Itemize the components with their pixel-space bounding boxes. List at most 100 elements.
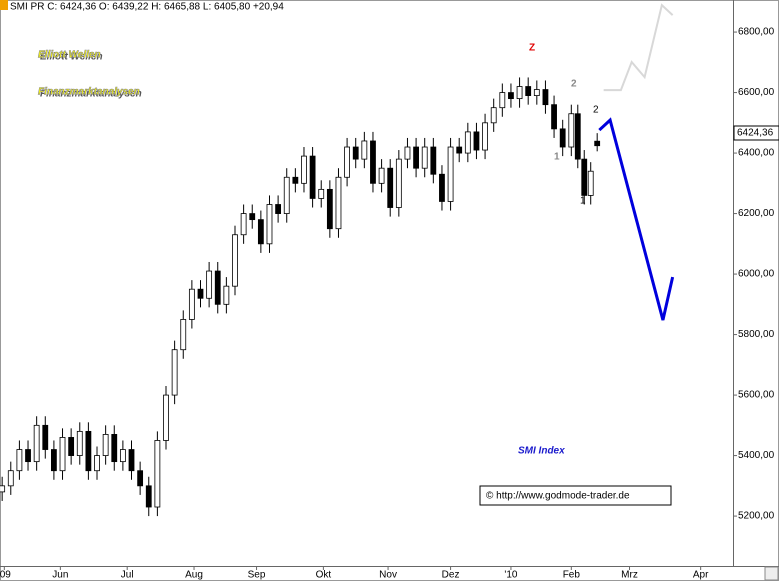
candle-body [214, 270, 221, 305]
candle-body [508, 92, 514, 100]
wave-label: Z [529, 43, 535, 54]
candle-body [292, 176, 299, 184]
title: Finanzmarktanalysen [38, 87, 140, 98]
title-shadow: Elliott Wellen [40, 52, 103, 63]
candle-body [50, 449, 57, 472]
candle-body [275, 204, 282, 214]
wave-label: 2 [593, 105, 599, 116]
candle-body [240, 213, 247, 236]
candle-body [335, 176, 342, 230]
candle-body [171, 349, 178, 396]
candle-body [464, 131, 471, 154]
candle-body [559, 128, 566, 148]
candle-body [309, 155, 316, 199]
candle-body [85, 430, 92, 472]
candle-body [188, 288, 195, 320]
y-tick-label: 6400,00 [738, 148, 775, 159]
candle-body [499, 92, 506, 109]
candle-body [206, 270, 213, 299]
candle-body [542, 89, 549, 106]
candle-body [102, 434, 109, 456]
candle-body [119, 449, 126, 463]
x-tick-label: Dez [442, 570, 460, 581]
wave-label: 2 [571, 79, 577, 90]
candle-body [525, 86, 532, 96]
candle-body [128, 449, 135, 472]
last-price: 6424,36 [737, 128, 774, 139]
header: SMI PR C: 6424,36 O: 6439,22 H: 6465,88 … [10, 2, 284, 13]
candle-body [7, 470, 14, 487]
candle-body [574, 113, 581, 160]
candle-body [378, 167, 385, 184]
x-tick-label: Jul [121, 570, 134, 581]
candle-body [42, 424, 49, 450]
y-tick-label: 5800,00 [738, 329, 775, 340]
title: Elliott Wellen [38, 50, 101, 61]
candle-body [370, 140, 376, 184]
candle-body [439, 173, 445, 202]
y-tick-label: 6600,00 [738, 87, 775, 98]
candle-body [568, 113, 575, 148]
candle-body [581, 158, 588, 196]
y-tick-label: 5600,00 [738, 390, 775, 401]
candle-body [154, 440, 161, 508]
candle-body [283, 176, 290, 214]
candle-body [482, 122, 488, 151]
candle-body [361, 140, 368, 160]
x-tick-label: '09 [0, 570, 11, 581]
candle-body [223, 285, 230, 305]
x-tick-label: Okt [316, 570, 332, 581]
candle-body [404, 146, 411, 160]
corner-button[interactable] [764, 566, 779, 581]
candle-body [76, 430, 83, 456]
candle-body [447, 146, 454, 202]
y-tick-label: 6200,00 [738, 208, 775, 219]
projection-line [603, 3, 674, 92]
candle-body [430, 146, 437, 175]
candle-body [163, 394, 169, 441]
candle-body [266, 204, 273, 245]
candle-body [111, 434, 118, 463]
candle-body [387, 167, 394, 208]
x-tick-label: Nov [379, 570, 397, 581]
candle-body [33, 424, 40, 463]
source-box [479, 485, 672, 506]
source: © http://www.godmode-trader.de [486, 491, 630, 502]
candle-body [301, 155, 307, 184]
candle-body [395, 158, 402, 208]
candle-body [94, 455, 100, 472]
candle-body [318, 188, 325, 199]
x-tick-label: Aug [185, 570, 203, 581]
x-tick-label: Feb [563, 570, 581, 581]
candle-body [59, 437, 66, 472]
x-tick-label: Mrz [621, 570, 638, 581]
header-icon [0, 0, 8, 10]
candle-body [490, 107, 497, 124]
index-label: SMI Index [518, 446, 565, 457]
x-tick-label: Jun [52, 570, 68, 581]
candle-body [68, 437, 75, 456]
candle-body [456, 146, 463, 154]
y-tick-label: 6000,00 [738, 269, 775, 280]
projection-line [598, 117, 675, 321]
candle-body [197, 288, 204, 299]
candle-body [533, 89, 540, 96]
candle-body [352, 146, 359, 160]
title-shadow: Finanzmarktanalysen [40, 89, 142, 100]
candle-body [551, 104, 557, 130]
candle-body [473, 131, 480, 151]
candle-body [516, 86, 523, 100]
candle-body [344, 146, 350, 178]
candle-body [232, 234, 238, 287]
candle-body [137, 470, 144, 487]
candle-body [257, 219, 264, 245]
candle-body [413, 146, 419, 169]
wave-label: 1 [554, 152, 560, 163]
wave-label: 1 [580, 196, 586, 207]
candle-body [145, 485, 152, 508]
x-tick-label: '10 [504, 570, 517, 581]
candle-body [180, 319, 187, 351]
y-tick-label: 6800,00 [738, 27, 775, 38]
